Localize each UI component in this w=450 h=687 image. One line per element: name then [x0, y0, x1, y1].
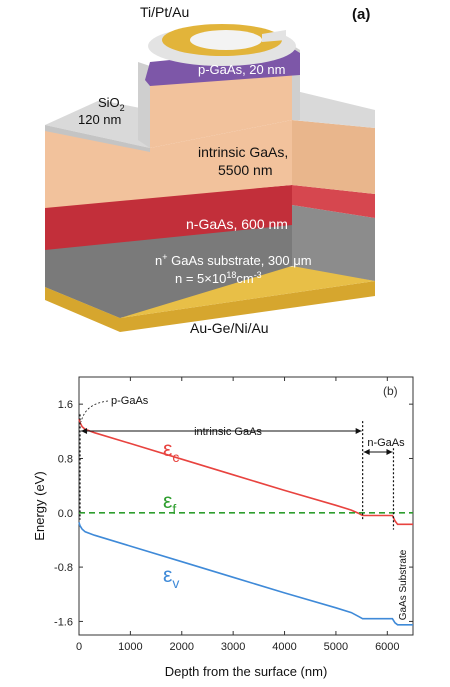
panel-b-tag: (b) — [383, 384, 398, 398]
series-label-ec: εc — [163, 438, 179, 465]
x-tick-label: 4000 — [272, 641, 296, 653]
device-schematic — [45, 24, 375, 332]
y-tick-label: -1.6 — [54, 616, 73, 628]
axis-ticks: 0 1000 2000 3000 4000 5000 6000 1.6 0.8 0.0 -0.8 -1… — [54, 377, 413, 653]
series-label-ev-main: ε — [163, 564, 172, 587]
arrow-n-gaas-head-left — [363, 449, 370, 455]
n-gaas-label: n-GaAs, 600 nm — [186, 216, 288, 232]
intrinsic-label-line2: 5500 nm — [218, 162, 272, 178]
band-diagram-chart: 0 1000 2000 3000 4000 5000 6000 1.6 0.8 0.0 -0.8 -1… — [32, 376, 414, 679]
x-axis-label: Depth from the surface (nm) — [165, 664, 328, 679]
intrinsic-label-line1: intrinsic GaAs, — [198, 144, 288, 160]
chart-marks — [78, 414, 413, 626]
n-gaas-side — [292, 185, 375, 218]
panel-a-tag: (a) — [352, 6, 370, 23]
doping-label-pre: n = 5×10 — [175, 271, 226, 286]
doping-label-unit: cm — [236, 271, 253, 286]
arrow-intrinsic-head-right — [355, 428, 362, 434]
series-label-ef-main: ε — [163, 490, 172, 513]
series-label-ec-main: ε — [163, 438, 172, 461]
annotation-n-gaas: n-GaAs — [367, 437, 405, 449]
p-gaas-label: p-GaAs, 20 nm — [198, 62, 285, 77]
doping-label-exp: 18 — [226, 270, 236, 280]
substrate-side — [292, 205, 375, 281]
series-label-ev-sub: v — [172, 575, 179, 591]
top-contact-label: Ti/Pt/Au — [140, 4, 189, 20]
oxide-top — [45, 100, 150, 148]
oxide-thickness-label: 120 nm — [78, 112, 121, 127]
doping-label-unit-exp: -3 — [254, 270, 262, 280]
bottom-contact-layer — [45, 281, 375, 332]
annotation-intrinsic: intrinsic GaAs — [194, 426, 262, 438]
mesa-left-oxide — [138, 62, 150, 148]
x-tick-label: 0 — [76, 641, 82, 653]
mesa-front — [150, 62, 292, 148]
series-label-ef: εf — [163, 490, 176, 517]
series-line-ev — [78, 522, 413, 626]
y-axis-label: Energy (eV) — [32, 471, 47, 540]
bottom-contact-label: Au-Ge/Ni/Au — [190, 320, 269, 336]
series-label-ev: εv — [163, 564, 179, 591]
substrate-label: n+ GaAs substrate, 300 μm — [155, 252, 312, 268]
oxide-label-sub: 2 — [120, 103, 125, 113]
x-tick-label: 1000 — [118, 641, 142, 653]
y-tick-label: 1.6 — [58, 399, 73, 411]
y-tick-label: 0.8 — [58, 453, 73, 465]
oxide-label: SiO2 — [98, 95, 125, 113]
substrate-label-post: GaAs substrate, 300 μm — [168, 253, 312, 268]
intrinsic-side — [292, 120, 375, 194]
series-label-ec-sub: c — [172, 449, 179, 465]
y-tick-label: -0.8 — [54, 562, 73, 574]
annotation-p-gaas: p-GaAs — [111, 395, 149, 407]
top-contact-gap — [262, 30, 286, 42]
arrow-intrinsic-head-left — [81, 428, 88, 434]
series-label-ef-sub: f — [172, 501, 176, 517]
x-tick-label: 6000 — [375, 641, 399, 653]
oxide-label-main: SiO — [98, 95, 120, 110]
substrate-label-sup: + — [162, 252, 167, 262]
arrow-n-gaas-head-right — [386, 449, 393, 455]
x-tick-label: 5000 — [324, 641, 348, 653]
doping-label: n = 5×1018cm-3 — [175, 270, 262, 286]
x-tick-label: 3000 — [221, 641, 245, 653]
substrate-label-pre: n — [155, 253, 162, 268]
oxide-right — [292, 90, 375, 128]
plot-frame — [78, 376, 414, 636]
oxide-rim — [45, 125, 150, 152]
annotation-substrate: GaAs Substrate — [398, 549, 409, 620]
x-tick-label: 2000 — [170, 641, 194, 653]
top-contact-hole — [190, 30, 262, 50]
annotation-p-gaas-pointer — [80, 400, 109, 423]
series-line-ec — [78, 418, 413, 526]
y-tick-label: 0.0 — [58, 508, 73, 520]
